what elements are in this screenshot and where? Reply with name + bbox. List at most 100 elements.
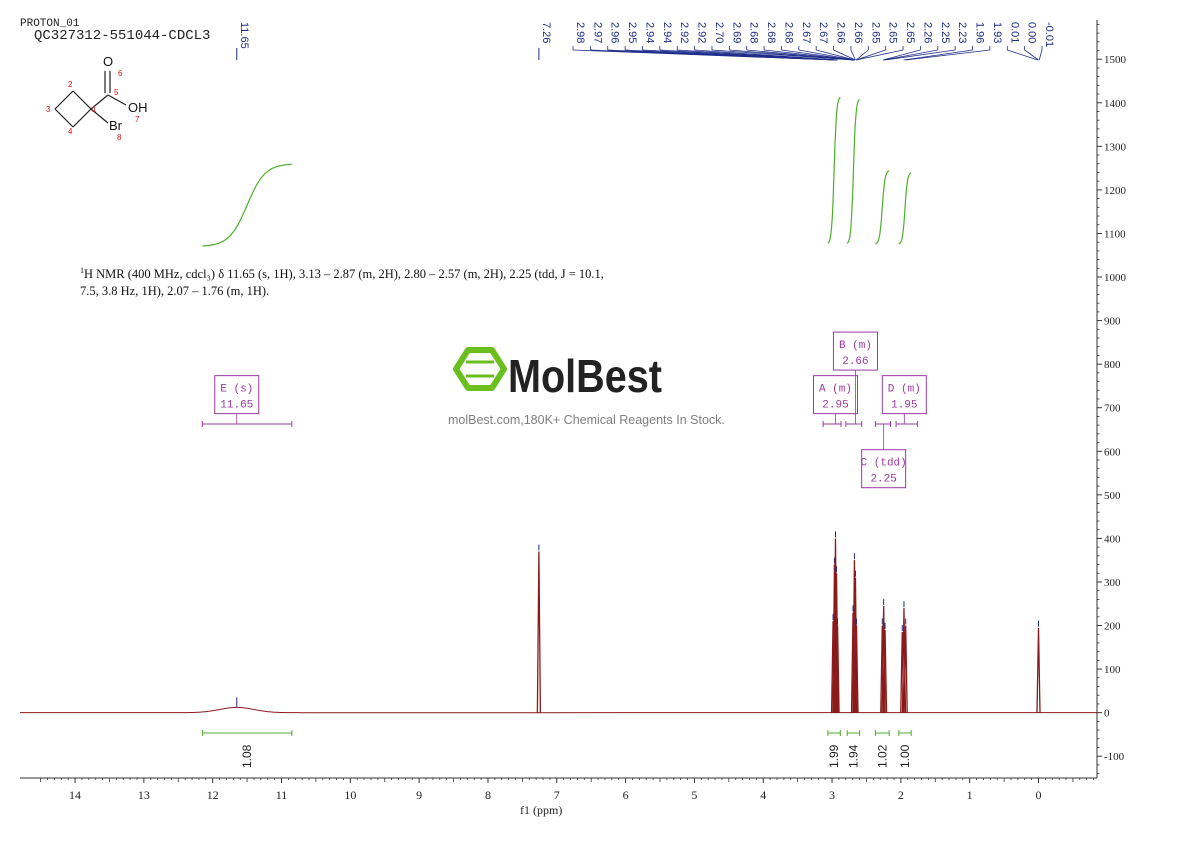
atom-number-2: 2 [68,80,73,89]
y-tick-label: 1000 [1104,272,1127,284]
peak-label: 11.65 [238,22,250,49]
spectrum-baseline [19,706,1098,714]
peak-label: 2.25 [939,22,951,43]
peak-label: 0.01 [1008,22,1020,43]
y-tick-label: 300 [1104,577,1121,589]
peak-label-leader [850,49,856,61]
peak-label-leader [781,49,855,61]
y-tick-label: -100 [1104,751,1125,763]
atom-number-6: 6 [118,69,123,78]
peak-label: -0.01 [1043,22,1055,47]
spectrum-peak [835,625,840,713]
experiment-name: PROTON_01 [20,18,80,30]
spectrum-peak [882,629,888,713]
multiplet-shift: 11.65 [220,400,253,412]
y-tick-label: 600 [1104,446,1121,458]
x-tick-label: 9 [416,788,422,802]
peak-label: 2.97 [591,22,603,43]
ring-bond [72,90,92,110]
y-tick-label: 1200 [1104,185,1127,197]
x-tick-label: 12 [207,788,219,802]
hydroxyl-bond [107,94,127,106]
carboxyl-bond [90,94,109,110]
integral-value: 1.99 [827,744,841,768]
peak-label-leader [856,49,886,61]
spectrum-peak [1036,627,1041,713]
integral-value: 1.94 [846,744,860,768]
x-tick-label: 2 [898,788,904,802]
peak-label: 2.26 [921,22,933,43]
y-tick-label: 1500 [1104,54,1127,66]
y-tick-label: 100 [1104,664,1121,676]
brand-wordmark: MolBest [508,350,662,402]
peak-label: 2.94 [643,22,655,43]
nucleus-mass-number: 1 [80,266,84,275]
peak-label-leader [882,49,921,61]
x-tick-label: 5 [691,788,697,802]
x-tick-label: 0 [1036,788,1042,802]
peak-label-leader [856,49,904,61]
peak-label: 7.26 [540,22,552,43]
integral-curve [846,98,861,244]
nmr-summary-text: 1H NMR (400 MHz, cdcl₃) δ 11.65 (s, 1H),… [80,262,640,300]
y-tick-label: 0 [1104,708,1110,720]
peak-label: 2.95 [626,22,638,43]
peak-label: 2.23 [956,22,968,43]
atom-number-3: 3 [46,105,51,114]
peak-label-leader [855,49,869,61]
x-tick-label: 7 [554,788,560,802]
peak-label: 2.65 [869,22,881,43]
peak-label: 2.94 [661,22,673,43]
y-tick-label: 800 [1104,359,1121,371]
multiplet-shift: 2.25 [870,474,896,486]
peak-label-leader [883,49,938,61]
integral-curve [898,172,912,245]
atom-number-4: 4 [68,127,73,136]
atom-number-1: 1 [92,105,97,114]
benzene-logo-icon [453,347,507,391]
peak-label: 2.68 [782,22,794,43]
peak-label: 2.68 [748,22,760,43]
ring-bond [54,90,74,110]
atom-number-8: 8 [117,133,122,142]
hydroxyl-label: OH [128,100,148,115]
x-tick-label: 8 [485,788,491,802]
spectrum-peak [853,577,858,713]
y-tick-label: 1100 [1104,228,1126,240]
x-axis-title: f1 (ppm) [520,803,563,817]
x-tick-label: 13 [138,788,150,802]
y-tick-label: 1300 [1104,141,1127,153]
peak-label: 2.66 [852,22,864,43]
atom-number-7: 7 [135,115,140,124]
multiplet-label: D (m) [888,384,921,396]
peak-label-leader [1007,49,1038,61]
bromine-label: Br [109,118,123,133]
x-tick-label: 11 [276,788,288,802]
y-tick-label: 400 [1104,533,1121,545]
x-tick-label: 4 [760,788,766,802]
multiplet-shift: 2.95 [822,400,848,412]
x-tick-label: 6 [623,788,629,802]
peak-label: 2.67 [800,22,812,43]
peak-label: 2.65 [887,22,899,43]
ring-bond [54,108,74,128]
peak-label-leader [1038,49,1043,61]
integral-value: 1.08 [240,744,254,768]
y-tick-label: 500 [1104,490,1121,502]
multiplet-label: E (s) [220,384,253,396]
peak-label: 2.69 [730,22,742,43]
sample-header: PROTON_01 QC327312-551044-CDCL3 [20,18,210,44]
peak-label: 2.70 [713,22,725,43]
oxygen-label: O [103,54,113,69]
x-tick-label: 1 [967,788,973,802]
watermark-tagline: molBest.com,180K+ Chemical Reagents In S… [448,413,725,427]
chemical-structure: O OH Br 1 2 3 4 5 6 7 8 [46,54,148,142]
integral-value: 1.00 [898,744,912,768]
spectrum-peak [854,625,859,713]
integral-curve [875,170,890,245]
peak-label-leader [903,49,973,61]
peak-label-leader [905,49,990,61]
atom-number-5: 5 [114,88,119,97]
spectrum-peak [536,551,542,713]
